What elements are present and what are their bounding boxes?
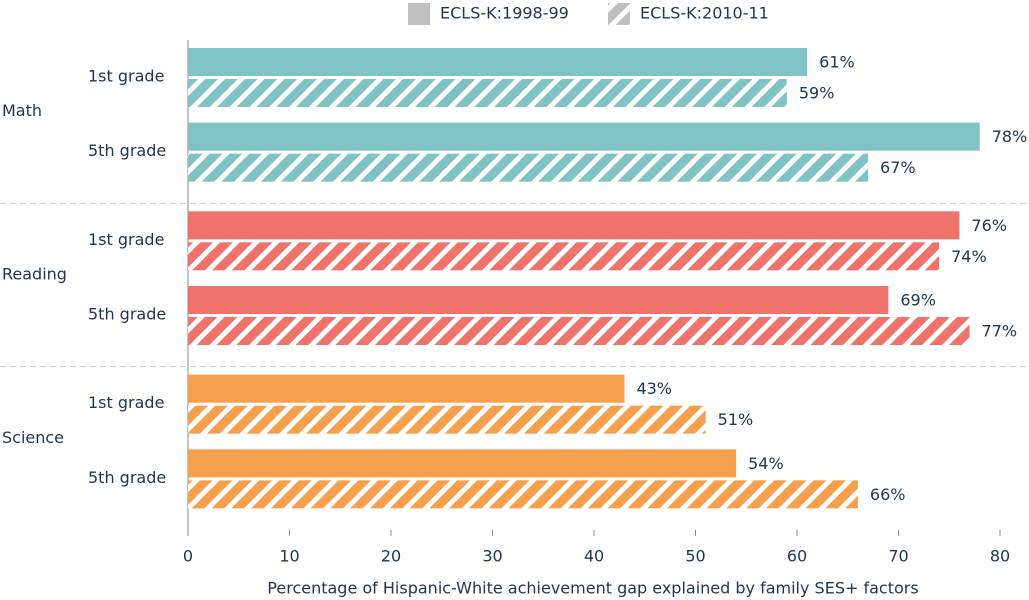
category-label: 5th grade <box>88 141 166 160</box>
bar <box>188 211 960 240</box>
x-tick-label: 50 <box>685 547 705 566</box>
value-label: 51% <box>718 410 754 429</box>
x-tick-label: 0 <box>183 547 193 566</box>
value-label: 59% <box>799 84 835 103</box>
value-label: 54% <box>748 454 784 473</box>
value-label: 66% <box>870 485 906 504</box>
group-label: Math <box>2 101 42 120</box>
bar <box>188 286 889 314</box>
value-label: 61% <box>819 53 855 72</box>
category-label: 5th grade <box>88 468 166 487</box>
bar <box>188 449 737 478</box>
x-axis-title: Percentage of Hispanic-White achievement… <box>267 579 918 598</box>
category-label: 1st grade <box>88 67 164 86</box>
value-label: 69% <box>900 291 936 310</box>
x-tick-label: 40 <box>584 547 604 566</box>
bar <box>188 317 970 345</box>
category-label: 1st grade <box>88 230 164 249</box>
category-label: 5th grade <box>88 305 166 324</box>
bar <box>188 122 980 151</box>
group-label: Reading <box>2 265 67 284</box>
x-tick-label: 30 <box>482 547 502 566</box>
x-tick-label: 80 <box>990 547 1010 566</box>
value-label: 67% <box>880 158 916 177</box>
bar <box>188 480 858 509</box>
legend-label: ECLS-K:2010-11 <box>640 4 769 23</box>
bar <box>188 153 869 182</box>
value-label: 76% <box>971 216 1007 235</box>
legend-swatch <box>608 3 630 25</box>
bar <box>188 405 706 434</box>
value-label: 78% <box>992 127 1028 146</box>
value-label: 74% <box>951 247 987 266</box>
group-label: Science <box>2 428 64 447</box>
x-tick-label: 70 <box>888 547 908 566</box>
value-label: 77% <box>982 322 1018 341</box>
bar <box>188 48 808 76</box>
value-label: 43% <box>636 379 672 398</box>
bar <box>188 374 625 403</box>
legend-swatch <box>408 3 430 25</box>
bar <box>188 242 940 271</box>
x-tick-label: 20 <box>381 547 401 566</box>
category-label: 1st grade <box>88 393 164 412</box>
x-tick-label: 60 <box>787 547 807 566</box>
bar <box>188 79 787 107</box>
x-tick-label: 10 <box>279 547 299 566</box>
legend-label: ECLS-K:1998-99 <box>440 4 569 23</box>
